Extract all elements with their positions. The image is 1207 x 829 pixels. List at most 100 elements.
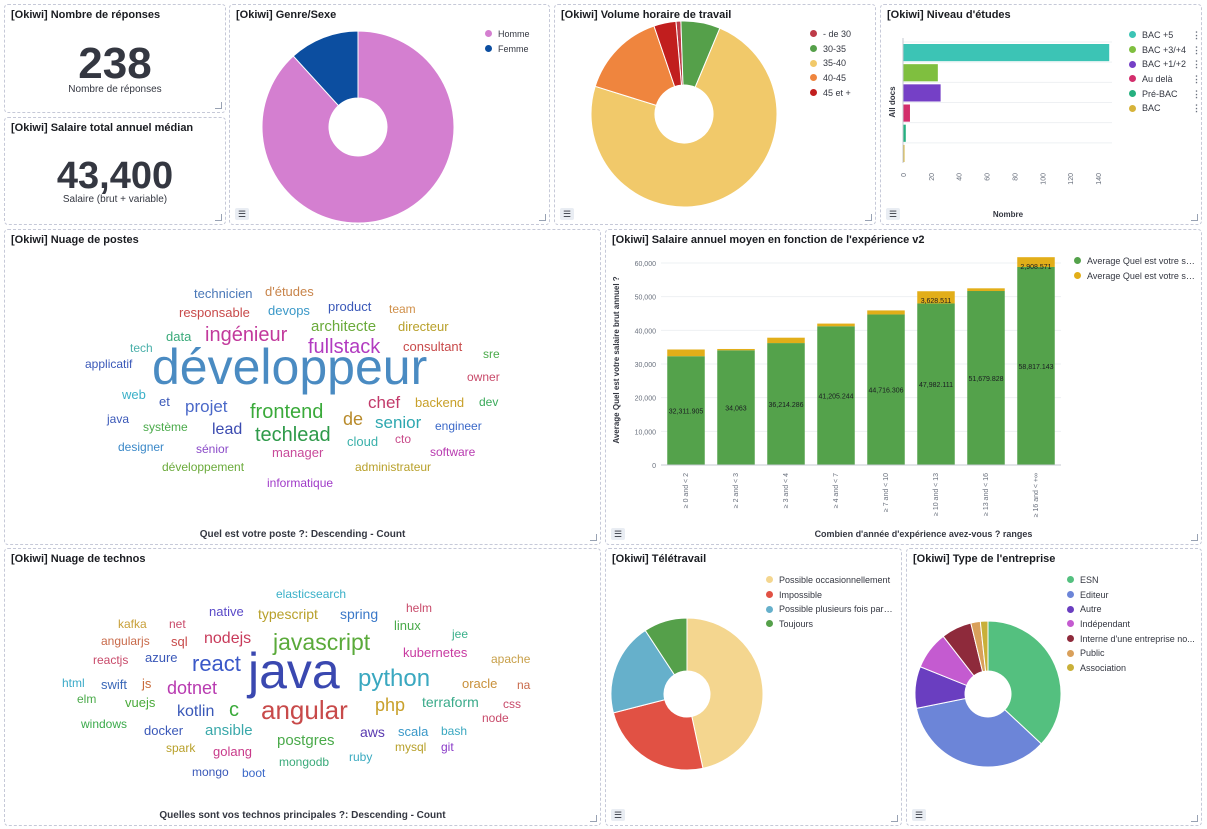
pie-slice-toujours[interactable]	[644, 617, 688, 676]
panel-title[interactable]: [Okiwi] Nuage de technos	[11, 553, 146, 565]
cloud-word[interactable]: responsable	[179, 305, 250, 320]
dots-icon[interactable]: ⋮	[1192, 103, 1201, 114]
cloud-word[interactable]: owner	[467, 370, 500, 384]
panel-title[interactable]: [Okiwi] Télétravail	[612, 553, 707, 565]
cloud-word[interactable]: php	[375, 695, 406, 715]
cloud-word[interactable]: docker	[144, 723, 184, 738]
cloud-word[interactable]: applicatif	[85, 357, 133, 371]
cloud-word[interactable]: postgres	[277, 732, 335, 749]
panel-title[interactable]: [Okiwi] Volume horaire de travail	[561, 9, 732, 21]
cloud-word[interactable]: sql	[171, 634, 188, 649]
cloud-word[interactable]: data	[166, 329, 192, 344]
cloud-word[interactable]: nodejs	[204, 630, 252, 647]
teletravail-donut-chart[interactable]	[606, 549, 902, 826]
cloud-word[interactable]: windows	[81, 717, 128, 731]
cloud-word[interactable]: java	[107, 412, 130, 426]
cloud-word[interactable]: devops	[268, 303, 310, 318]
legend-item[interactable]: Pré-BAC ⋮	[1129, 89, 1201, 104]
dots-icon[interactable]: ⋮	[1192, 30, 1201, 40]
cloud-word[interactable]: linux	[394, 618, 421, 633]
pie-slice-femme[interactable]	[292, 30, 359, 107]
cloud-word[interactable]: fullstack	[308, 336, 381, 358]
cloud-word[interactable]: react	[192, 651, 241, 676]
cloud-word[interactable]: kafka	[118, 617, 147, 631]
pie-slice-impossible[interactable]	[612, 699, 704, 771]
cloud-word[interactable]: senior	[375, 413, 422, 432]
legend-item[interactable]: Average Quel est votre salai...	[1074, 256, 1198, 271]
cloud-word[interactable]: css	[503, 697, 521, 711]
bar-segment[interactable]	[717, 350, 755, 465]
resize-handle-icon[interactable]	[215, 214, 222, 221]
cloud-word[interactable]: engineer	[435, 419, 482, 433]
gender-donut-chart[interactable]	[230, 5, 550, 225]
cloud-word[interactable]: angularjs	[101, 634, 150, 648]
cloud-word[interactable]: oracle	[462, 676, 498, 691]
resize-handle-icon[interactable]	[1191, 214, 1198, 221]
legend-item[interactable]: Homme	[485, 29, 545, 44]
entreprise-donut-chart[interactable]	[907, 549, 1202, 826]
pie-slice-45-et-[interactable]	[653, 20, 683, 88]
cloud-word[interactable]: elm	[77, 692, 97, 706]
legend-item[interactable]: BAC ⋮	[1129, 103, 1201, 118]
legend-item[interactable]: Possible occasionnellement	[766, 575, 894, 590]
cloud-word[interactable]: angular	[261, 695, 348, 725]
cloud-word[interactable]: reactjs	[93, 653, 129, 667]
legend-item[interactable]: Impossible	[766, 590, 894, 605]
bar-bac-3-4[interactable]	[903, 64, 938, 82]
resize-handle-icon[interactable]	[590, 815, 597, 822]
resize-handle-icon[interactable]	[865, 214, 872, 221]
panel-title[interactable]: [Okiwi] Salaire total annuel médian	[11, 122, 194, 134]
bar-segment[interactable]	[917, 291, 955, 304]
list-icon[interactable]: ☰	[235, 208, 249, 220]
resize-handle-icon[interactable]	[215, 102, 222, 109]
cloud-word[interactable]: git	[441, 740, 454, 754]
panel-title[interactable]: [Okiwi] Genre/Sexe	[236, 9, 337, 21]
pie-slice-35-40[interactable]	[590, 27, 778, 208]
resize-handle-icon[interactable]	[590, 534, 597, 541]
resize-handle-icon[interactable]	[1191, 815, 1198, 822]
legend-item[interactable]: Average Quel est votre salai...	[1074, 271, 1198, 286]
cloud-word[interactable]: native	[209, 604, 244, 619]
cloud-word[interactable]: aws	[360, 724, 385, 740]
cloud-word[interactable]: kubernetes	[403, 645, 468, 660]
legend-item[interactable]: 40-45	[810, 73, 870, 88]
panel-title[interactable]: [Okiwi] Type de l'entreprise	[913, 553, 1056, 565]
cloud-word[interactable]: python	[358, 665, 431, 692]
cloud-word[interactable]: de	[343, 409, 364, 429]
bar-segment[interactable]	[717, 348, 755, 351]
bar-bac-5[interactable]	[903, 44, 1110, 62]
cloud-word[interactable]: na	[517, 678, 531, 692]
legend-item[interactable]: Possible plusieurs fois par s...	[766, 604, 894, 619]
list-icon[interactable]: ☰	[886, 208, 900, 220]
cloud-word[interactable]: designer	[118, 440, 165, 454]
legend-item[interactable]: Au delà ⋮	[1129, 74, 1201, 89]
cloud-word[interactable]: bash	[441, 724, 468, 738]
cloud-word[interactable]: backend	[415, 395, 465, 410]
cloud-word[interactable]: dotnet	[167, 678, 218, 698]
dots-icon[interactable]: ⋮	[1192, 74, 1201, 85]
panel-title[interactable]: [Okiwi] Salaire annuel moyen en fonction…	[612, 234, 925, 246]
legend-item[interactable]: Association	[1067, 663, 1195, 678]
cloud-word[interactable]: swift	[101, 677, 127, 692]
cloud-word[interactable]: java	[248, 643, 340, 699]
cloud-word[interactable]: projet	[185, 397, 228, 416]
cloud-word[interactable]: chef	[368, 393, 401, 412]
cloud-word[interactable]: informatique	[267, 476, 334, 490]
bar-segment[interactable]	[1017, 257, 1055, 267]
resize-handle-icon[interactable]	[539, 214, 546, 221]
cloud-word[interactable]: boot	[242, 766, 266, 780]
bar-segment[interactable]	[667, 356, 705, 465]
cloud-word[interactable]: cto	[395, 432, 412, 446]
cloud-word[interactable]: vuejs	[125, 695, 156, 710]
cloud-word[interactable]: typescript	[258, 606, 318, 622]
legend-item[interactable]: Editeur	[1067, 590, 1195, 605]
cloud-word[interactable]: tech	[130, 341, 153, 355]
cloud-word[interactable]: azure	[145, 650, 178, 665]
legend-item[interactable]: Public	[1067, 648, 1195, 663]
cloud-word[interactable]: ingénieur	[205, 324, 288, 346]
cloud-word[interactable]: helm	[406, 601, 433, 615]
legend-item[interactable]: Interne d'une entreprise no...	[1067, 634, 1195, 649]
cloud-word[interactable]: golang	[213, 744, 253, 759]
legend-item[interactable]: Indépendant	[1067, 619, 1195, 634]
cloud-word[interactable]: jee	[452, 627, 469, 641]
